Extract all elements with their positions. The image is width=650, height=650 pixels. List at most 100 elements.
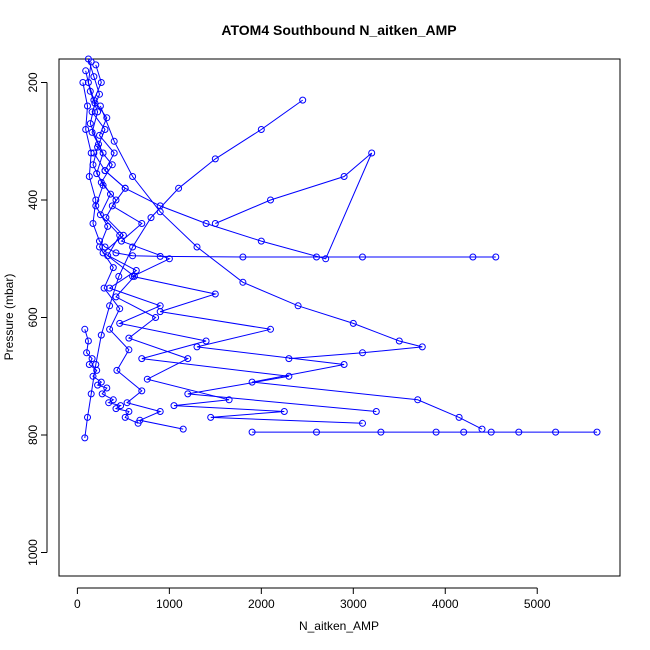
x-axis-label: N_aitken_AMP xyxy=(299,619,379,633)
series-flight-profile-j xyxy=(90,149,376,263)
data-point xyxy=(109,264,117,272)
data-point xyxy=(116,231,124,239)
data-point xyxy=(138,355,146,363)
series-flight-profile-b xyxy=(79,79,500,261)
data-point xyxy=(96,211,104,219)
data-point xyxy=(84,102,91,110)
data-point xyxy=(156,408,164,415)
data-point xyxy=(129,252,137,260)
data-point xyxy=(248,378,256,386)
data-point xyxy=(460,428,468,436)
data-point xyxy=(94,143,102,151)
y-tick-label: 200 xyxy=(26,72,40,92)
data-point xyxy=(138,220,146,227)
data-point xyxy=(179,425,187,433)
data-point xyxy=(95,140,102,148)
data-point xyxy=(116,305,124,313)
series-flight-profile-i xyxy=(81,96,307,442)
series-flight-profile-e xyxy=(84,58,187,433)
data-point xyxy=(129,173,137,180)
data-point xyxy=(106,302,114,310)
data-point xyxy=(211,290,219,298)
data-marks xyxy=(79,55,601,442)
data-point xyxy=(138,387,146,395)
data-point xyxy=(99,149,107,157)
data-point xyxy=(81,325,89,333)
data-point xyxy=(207,413,215,421)
data-point xyxy=(340,173,348,180)
data-point xyxy=(202,337,210,345)
data-point xyxy=(130,272,138,280)
series-line xyxy=(87,58,377,412)
data-point xyxy=(103,114,111,122)
data-point xyxy=(193,343,201,351)
data-point xyxy=(108,202,116,210)
data-point xyxy=(92,361,100,368)
data-point xyxy=(103,384,111,392)
x-tick-label: 3000 xyxy=(340,597,367,611)
data-point xyxy=(368,149,376,157)
series-flight-profile-d xyxy=(82,67,366,427)
series-line xyxy=(84,329,139,424)
data-point xyxy=(285,355,293,363)
data-point xyxy=(112,293,120,301)
data-point xyxy=(156,308,164,316)
series-line xyxy=(93,152,373,260)
data-point xyxy=(87,390,95,398)
data-point xyxy=(267,196,274,204)
data-point xyxy=(469,253,477,261)
data-point xyxy=(193,243,201,251)
data-point xyxy=(96,131,103,139)
data-point xyxy=(107,190,114,198)
data-point xyxy=(113,366,121,374)
y-tick-label: 600 xyxy=(26,307,40,327)
data-point xyxy=(90,73,98,81)
data-point xyxy=(359,419,366,427)
data-point xyxy=(112,196,120,204)
data-point xyxy=(112,249,120,257)
data-point xyxy=(372,408,380,415)
data-point xyxy=(152,314,160,321)
data-point xyxy=(239,253,247,261)
series-flight-profile-g xyxy=(96,102,426,363)
data-point xyxy=(515,428,523,436)
data-point xyxy=(108,161,116,169)
data-point xyxy=(116,319,124,327)
data-point xyxy=(88,355,96,363)
data-point xyxy=(211,155,219,163)
data-point xyxy=(123,399,131,407)
data-point xyxy=(492,253,500,261)
data-point xyxy=(313,428,320,436)
data-point xyxy=(147,214,155,222)
series-line xyxy=(85,70,363,424)
y-tick-label: 800 xyxy=(26,425,40,445)
data-point xyxy=(359,253,366,261)
data-point xyxy=(202,220,210,227)
x-tick-label: 0 xyxy=(74,597,81,611)
data-point xyxy=(418,343,426,351)
y-tick-label: 1000 xyxy=(26,539,40,566)
series-line xyxy=(99,105,423,360)
data-point xyxy=(85,173,93,180)
data-point xyxy=(92,202,100,210)
data-point xyxy=(395,337,403,345)
data-point xyxy=(248,428,256,436)
data-point xyxy=(184,390,192,398)
data-point xyxy=(89,161,97,169)
data-point xyxy=(83,349,91,357)
data-point xyxy=(84,413,91,421)
data-point xyxy=(90,149,98,157)
y-axis: 200 400 600 800 1000 xyxy=(26,72,48,566)
data-point xyxy=(90,96,98,104)
data-point xyxy=(340,361,348,368)
data-point xyxy=(280,408,288,415)
data-point xyxy=(552,428,560,436)
data-point xyxy=(112,405,120,413)
data-point xyxy=(211,220,219,227)
data-point xyxy=(82,67,90,75)
data-point xyxy=(97,79,105,86)
data-point xyxy=(81,434,89,442)
data-point xyxy=(121,413,129,421)
data-point xyxy=(91,99,99,107)
